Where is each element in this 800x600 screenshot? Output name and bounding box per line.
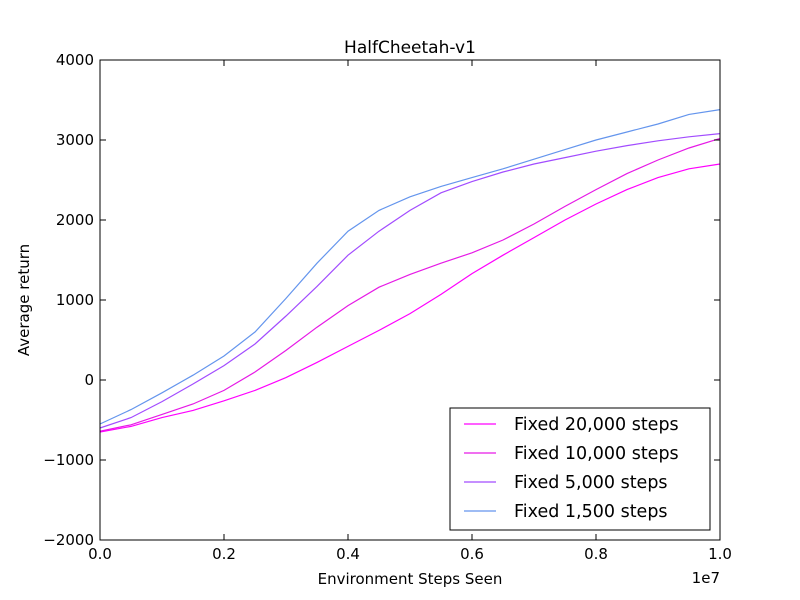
y-tick-label: 3000	[56, 131, 94, 149]
y-tick-label: 4000	[56, 51, 94, 69]
x-tick-label: 0.2	[212, 545, 236, 563]
y-tick-label: 1000	[56, 291, 94, 309]
x-axis: 0.0 0.2 0.4 0.6 0.8 1.0	[88, 60, 732, 563]
legend-label: Fixed 1,500 steps	[514, 502, 668, 522]
series-line	[99, 163, 721, 433]
series-layer	[99, 109, 721, 433]
legend-frame	[449, 407, 711, 531]
y-axis-label: Average return	[15, 244, 33, 356]
legend: Fixed 20,000 steps Fixed 10,000 steps Fixe…	[449, 407, 711, 531]
chart-title: HalfCheetah-v1	[344, 38, 476, 58]
y-tick-label: −1000	[43, 451, 94, 469]
y-tick-label: 0	[84, 371, 94, 389]
series-line	[99, 109, 721, 425]
legend-label: Fixed 5,000 steps	[514, 473, 668, 493]
y-tick-label: 2000	[56, 211, 94, 229]
legend-label: Fixed 10,000 steps	[514, 444, 679, 464]
x-tick-label: 0.0	[88, 545, 112, 563]
series-line	[99, 137, 721, 432]
legend-label: Fixed 20,000 steps	[514, 415, 679, 435]
y-axis: −2000 −1000 0 1000 2000 3000 4000	[43, 51, 720, 549]
x-axis-label: Environment Steps Seen	[318, 570, 503, 588]
x-tick-label: 0.8	[584, 545, 608, 563]
x-offset-label: 1e7	[692, 569, 720, 587]
y-tick-label: −2000	[43, 531, 94, 549]
x-tick-label: 0.4	[336, 545, 360, 563]
x-tick-label: 0.6	[460, 545, 484, 563]
x-tick-label: 1.0	[708, 545, 732, 563]
series-line	[99, 133, 721, 429]
